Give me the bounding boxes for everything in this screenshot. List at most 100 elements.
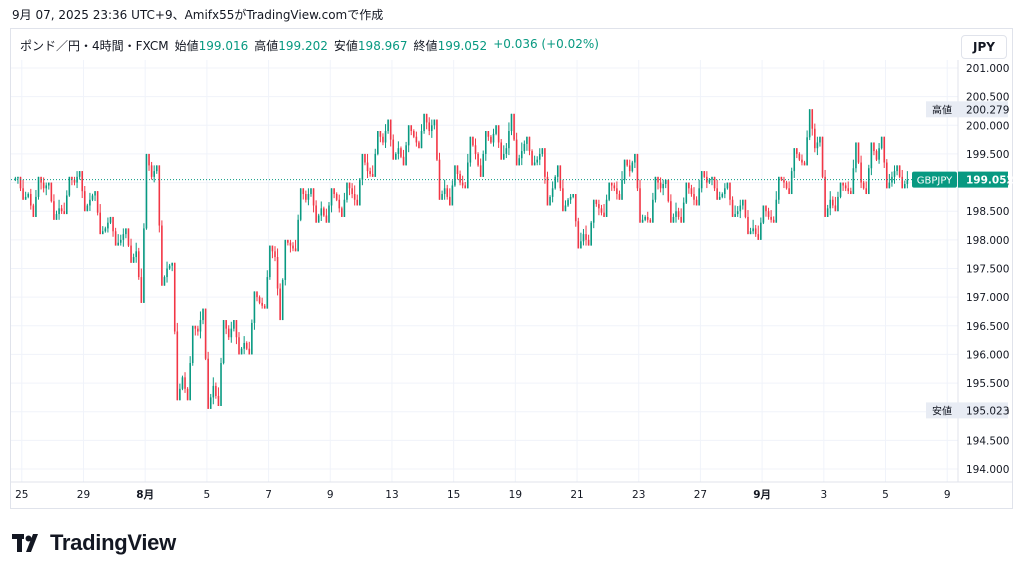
candle-body [608, 182, 610, 200]
candle-body [865, 188, 868, 195]
candle-body [99, 212, 101, 235]
candle-body [477, 153, 479, 166]
candle-body [698, 188, 700, 206]
candle-body [204, 308, 207, 359]
candle-body [307, 194, 310, 200]
candle-body [312, 188, 315, 206]
candle-body [806, 137, 808, 166]
candle-body [623, 159, 626, 180]
candle-body [269, 245, 271, 278]
candle-body [808, 109, 811, 138]
candle-body [104, 228, 107, 232]
candle-body [148, 153, 150, 166]
candle-body [371, 173, 374, 177]
candle-body [292, 245, 294, 249]
candle-body [898, 165, 901, 177]
candle-body [685, 182, 688, 203]
candle-body [248, 348, 251, 355]
candle-body [816, 142, 819, 149]
candle-body [690, 188, 693, 195]
candle-body [299, 188, 302, 220]
candle-body [487, 131, 490, 137]
candle-body [490, 136, 492, 143]
candle-body [454, 165, 456, 186]
y-tick-label: 198.500 [966, 206, 1009, 218]
candle-body [868, 168, 870, 195]
candle-body [287, 239, 289, 243]
candle-body [680, 216, 682, 223]
candle-body [850, 191, 852, 195]
candle-body [672, 216, 675, 223]
candle-body [646, 216, 649, 220]
candle-body [832, 199, 834, 206]
candle-body [323, 208, 325, 216]
candle-body [870, 142, 873, 169]
candle-body [233, 320, 235, 329]
legend-low-label: 安値 [333, 39, 358, 53]
candle-body [893, 171, 896, 177]
candle-body [392, 139, 395, 160]
candle-body [711, 176, 713, 180]
candle-body [731, 199, 734, 217]
currency-button[interactable]: JPY [961, 35, 1007, 59]
legend-open-value: 199.016 [198, 39, 249, 53]
candle-body [590, 222, 592, 246]
candle-body [670, 201, 672, 223]
candle-body [780, 176, 783, 180]
candle-body [166, 268, 168, 278]
candle-body [479, 165, 482, 177]
chart-frame[interactable] [10, 28, 1013, 509]
candle-body [639, 188, 641, 223]
x-tick-label: 5 [882, 489, 889, 501]
candle-body [315, 205, 317, 223]
candle-body [616, 188, 618, 195]
candle-body [903, 184, 906, 189]
candle-body [353, 194, 356, 200]
candle-body [132, 257, 135, 263]
candle-body [819, 136, 821, 143]
candle-body [161, 225, 163, 286]
candle-body [875, 151, 878, 160]
candle-body [119, 239, 122, 243]
candle-body [245, 342, 248, 349]
candle-body [554, 176, 556, 189]
candle-body [389, 119, 392, 140]
candle-body [22, 188, 24, 200]
candle-body [652, 199, 654, 223]
candle-body [217, 395, 220, 406]
candle-body [81, 171, 84, 192]
candle-body [587, 239, 590, 246]
low-marker-value: 195.023 [966, 405, 1009, 417]
candle-body [546, 176, 549, 206]
candle-body [145, 153, 148, 229]
y-tick-label: 196.000 [966, 349, 1009, 361]
candle-body [510, 113, 513, 132]
candle-body [220, 363, 222, 406]
x-tick-label: 27 [694, 489, 707, 501]
candle-body [729, 182, 731, 200]
candle-body [47, 182, 50, 186]
candle-body [726, 182, 729, 189]
candle-body [855, 142, 857, 169]
candle-body [19, 176, 22, 189]
candle-body [171, 262, 173, 266]
candle-body [888, 182, 891, 189]
candlestick-chart[interactable]: 201.000200.500200.000199.500199.000198.5… [0, 0, 1024, 515]
x-tick-label: 3 [820, 489, 827, 501]
candle-body [708, 179, 711, 183]
brand-logo[interactable]: TradingView [12, 530, 176, 556]
candle-body [821, 136, 824, 177]
candle-body [17, 176, 19, 179]
candle-body [641, 219, 644, 223]
candle-body [173, 262, 176, 332]
candle-body [240, 348, 243, 355]
candle-body [472, 136, 474, 146]
legend-high-value: 199.202 [278, 39, 328, 53]
candle-body [906, 179, 909, 185]
candle-body [140, 277, 143, 303]
candle-body [531, 151, 533, 166]
candle-body [456, 165, 459, 174]
candle-body [803, 162, 806, 166]
high-marker-value: 200.279 [966, 104, 1009, 116]
candle-body [790, 171, 793, 195]
